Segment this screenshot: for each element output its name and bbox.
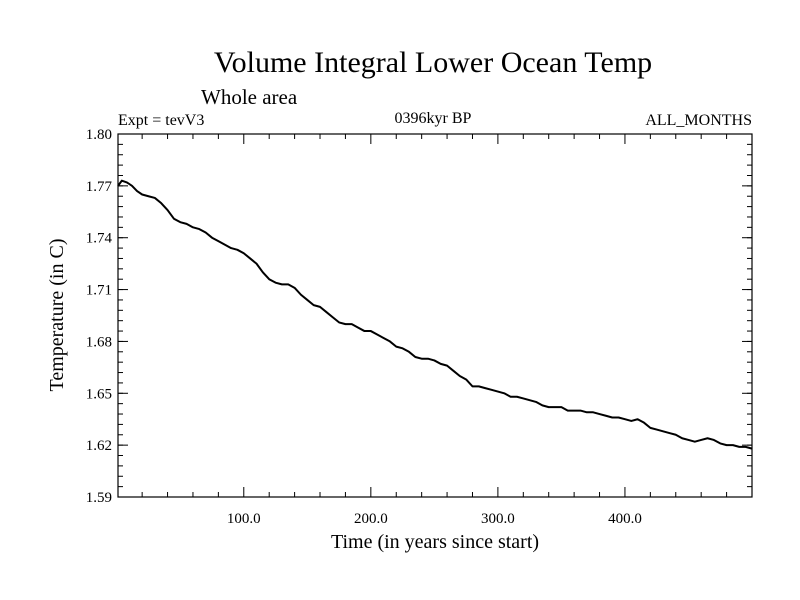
plot-border [117, 133, 753, 498]
y-axis-label: Temperature (in C) [46, 239, 68, 392]
y-tick-label: 1.59 [86, 490, 112, 506]
x-tick-label: 100.0 [227, 511, 261, 527]
y-tick-label: 1.80 [86, 127, 112, 143]
plot-area [117, 133, 753, 498]
months-label: ALL_MONTHS [645, 112, 752, 129]
x-axis-label: Time (in years since start) [331, 531, 539, 553]
x-axis: 100.0 200.0 300.0 400.0 [141, 134, 728, 527]
series-line [117, 179, 753, 450]
series-layer [117, 179, 753, 450]
period-label: 0396kyr BP [395, 110, 472, 127]
experiment-label: Expt = tevV3 [118, 112, 204, 129]
x-tick-label: 400.0 [608, 511, 642, 527]
x-tick-label: 300.0 [481, 511, 515, 527]
y-tick-label: 1.62 [86, 438, 112, 454]
y-tick-label: 1.77 [86, 179, 113, 195]
chart-title: Volume Integral Lower Ocean Temp [214, 46, 652, 79]
y-tick-label: 1.71 [86, 283, 112, 299]
y-tick-label: 1.74 [86, 231, 113, 247]
x-tick-label: 200.0 [354, 511, 388, 527]
chart-subtitle: Whole area [201, 85, 298, 109]
y-tick-label: 1.65 [86, 386, 112, 402]
y-axis: 1.59 1.62 1.65 1.68 1.71 1.74 1.77 1.80 [86, 127, 752, 506]
y-tick-label: 1.68 [86, 334, 112, 350]
